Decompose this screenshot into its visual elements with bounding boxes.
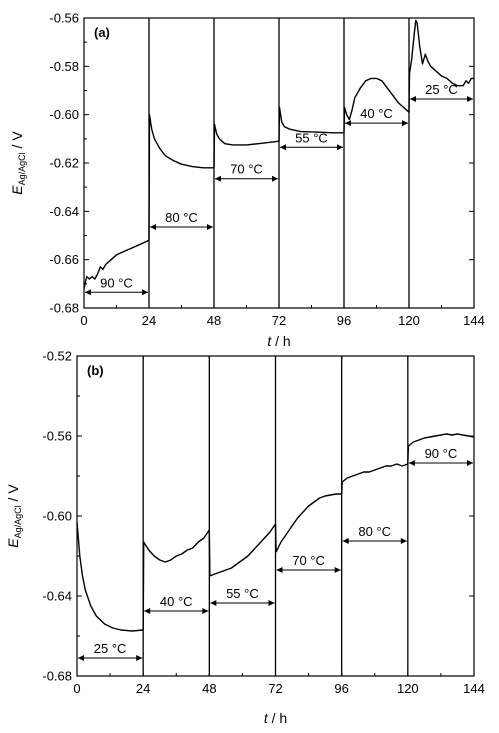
arrow-head-right xyxy=(467,95,473,102)
series-line-segment-2 xyxy=(142,529,210,631)
temperature-label: 40 °C xyxy=(160,594,193,609)
x-tick-label: 72 xyxy=(272,313,286,328)
series-line-segment-5 xyxy=(343,77,410,133)
x-tick-label: 144 xyxy=(463,681,485,696)
x-tick-label: 120 xyxy=(397,681,419,696)
y-tick-label: -0.56 xyxy=(42,429,72,444)
arrow-head-left xyxy=(408,460,415,466)
y-tick-label: -0.58 xyxy=(49,59,79,74)
y-tick-label: -0.52 xyxy=(42,349,72,364)
arrow-head-right xyxy=(334,567,341,573)
arrow-head-right xyxy=(402,120,408,127)
temperature-label: 55 °C xyxy=(226,586,259,601)
temperature-label: 80 °C xyxy=(358,524,391,539)
arrow-head-left xyxy=(150,224,156,231)
temperature-label: 90 °C xyxy=(425,446,458,461)
x-tick-label: 48 xyxy=(202,681,216,696)
arrow-head-left xyxy=(85,289,91,296)
x-tick-label: 24 xyxy=(142,313,156,328)
y-tick-label: -0.64 xyxy=(49,204,79,219)
x-tick-label: 48 xyxy=(207,313,221,328)
x-axis-label: t / h xyxy=(267,333,290,349)
y-tick-label: -0.56 xyxy=(49,11,79,26)
arrow-head-right xyxy=(400,538,407,544)
arrow-head-left xyxy=(276,567,283,573)
x-axis-label: t / h xyxy=(264,710,287,726)
temperature-label: 40 °C xyxy=(360,106,393,121)
x-tick-label: 96 xyxy=(334,681,348,696)
arrow-head-left xyxy=(144,608,151,614)
series-line-segment-4 xyxy=(274,493,342,553)
chart-panel-a: 0 24 48 72 96 120 144 -0.68 -0.66 -0.64 -0.62 -0.60… xyxy=(9,11,485,350)
temperature-label: 90 °C xyxy=(100,275,133,290)
panel-label: (b) xyxy=(87,363,104,378)
arrow-head-right xyxy=(467,460,473,466)
temperature-label: 70 °C xyxy=(230,162,263,177)
x-tick-label: 0 xyxy=(73,681,80,696)
temperature-label: 55 °C xyxy=(295,130,328,145)
series-line-segment-2 xyxy=(148,114,214,241)
y-tick-label: -0.62 xyxy=(49,156,79,171)
y-tick-label: -0.68 xyxy=(42,669,72,684)
arrow-head-right xyxy=(268,600,275,606)
y-tick-label: -0.66 xyxy=(49,252,79,267)
temperature-label: 25 °C xyxy=(94,641,127,656)
arrow-head-right xyxy=(136,655,143,661)
arrow-head-right xyxy=(207,224,213,231)
temperature-label: 25 °C xyxy=(425,82,458,97)
y-tick-label: -0.60 xyxy=(49,107,79,122)
x-tick-label: 24 xyxy=(136,681,150,696)
x-tick-label: 144 xyxy=(463,313,485,328)
series-line-segment-1 xyxy=(76,521,144,632)
y-tick-label: -0.68 xyxy=(49,301,79,316)
arrow-head-right xyxy=(337,144,343,151)
y-axis-label: EAg/AgCl / V xyxy=(5,484,23,548)
y-tick-label: -0.60 xyxy=(42,509,72,524)
series-line-segment-3 xyxy=(208,523,277,577)
arrow-head-left xyxy=(410,95,416,102)
x-tick-label: 96 xyxy=(337,313,351,328)
arrow-head-right xyxy=(142,289,148,296)
panel-label: (a) xyxy=(94,25,110,40)
x-tick-label: 72 xyxy=(268,681,282,696)
y-axis-label: EAg/AgCl / V xyxy=(9,131,27,195)
series-line-segment-5 xyxy=(341,463,409,495)
temperature-label: 80 °C xyxy=(165,210,198,225)
arrow-head-right xyxy=(272,175,278,182)
x-tick-label: 0 xyxy=(80,313,87,328)
series-line-segment-1 xyxy=(83,239,150,289)
arrow-head-left xyxy=(215,175,221,182)
arrow-head-left xyxy=(345,120,351,127)
arrow-head-left xyxy=(78,655,84,661)
series-line-segment-6 xyxy=(408,19,474,113)
arrow-head-left xyxy=(210,600,217,606)
series-line-segment-3 xyxy=(213,123,280,168)
y-tick-label: -0.64 xyxy=(42,589,72,604)
series-line-segment-4 xyxy=(278,106,344,142)
series-line-segment-6 xyxy=(407,433,475,465)
arrow-head-left xyxy=(280,144,286,151)
arrow-head-right xyxy=(202,608,209,614)
chart-panel-b: 0 24 48 72 96 120 144 -0.68 -0.64 -0.60 -0.56 -0.52… xyxy=(5,349,485,727)
temperature-label: 70 °C xyxy=(292,553,325,568)
arrow-head-left xyxy=(342,538,349,544)
x-tick-label: 120 xyxy=(398,313,420,328)
